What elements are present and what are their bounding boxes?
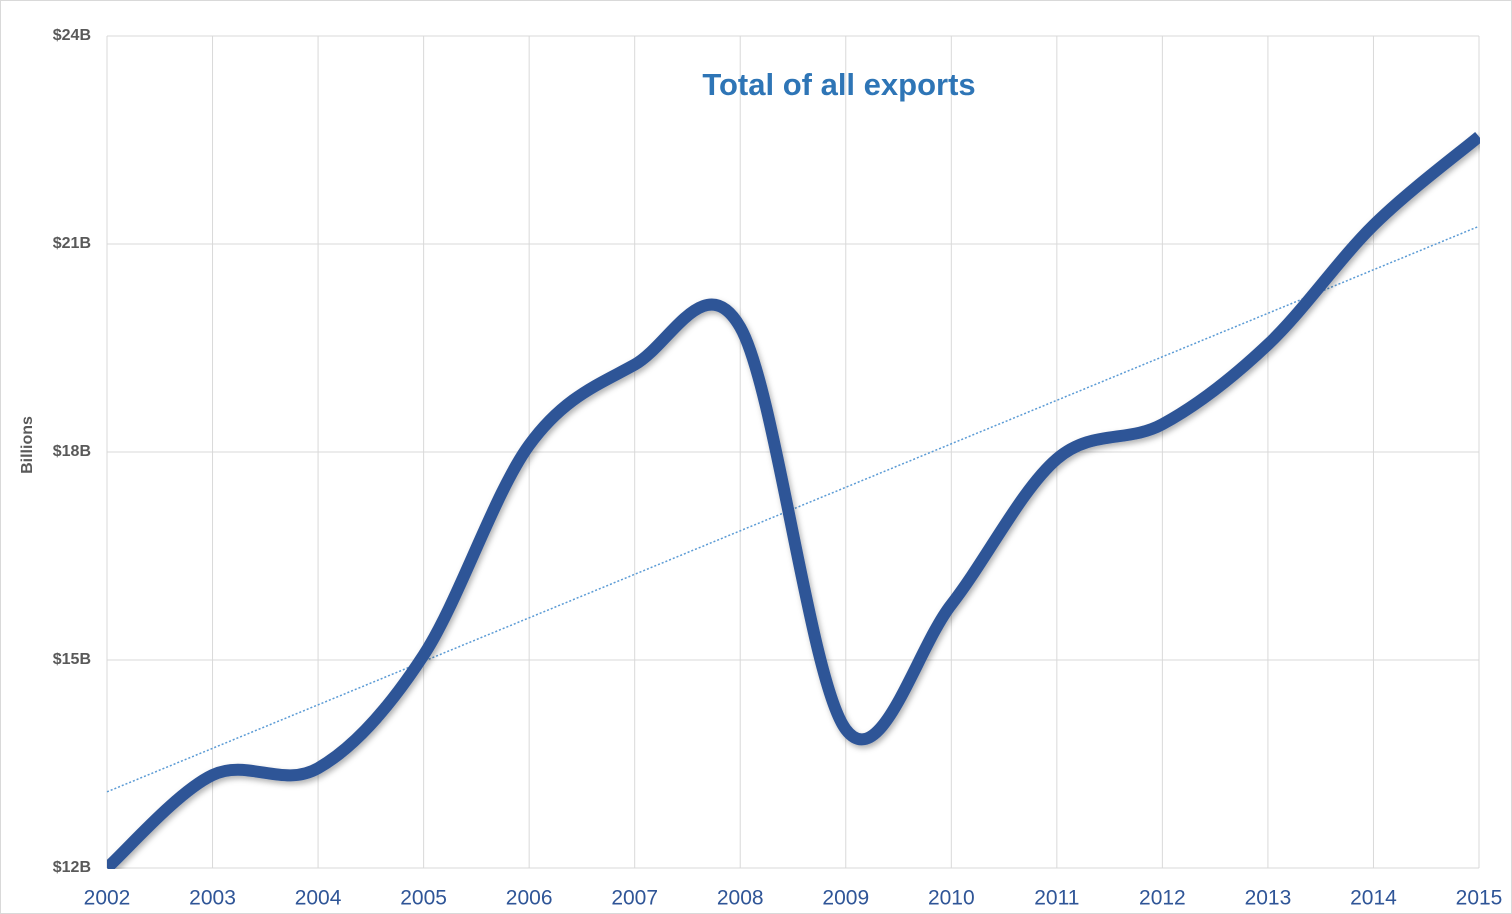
y-tick-label: $18B [53, 443, 91, 460]
y-tick-label: $12B [53, 859, 91, 876]
x-tick-label: 2013 [1245, 887, 1292, 910]
x-tick-label: 2014 [1350, 887, 1397, 910]
chart-title: Total of all exports [702, 67, 975, 102]
x-tick-label: 2002 [84, 887, 131, 910]
x-tick-label: 2012 [1139, 887, 1186, 910]
y-axis-label: Billions [19, 416, 36, 474]
x-tick-label: 2005 [400, 887, 447, 910]
x-tick-label: 2010 [928, 887, 975, 910]
y-tick-label: $15B [53, 651, 91, 668]
x-tick-label: 2003 [189, 887, 236, 910]
x-tick-label: 2004 [295, 887, 342, 910]
x-tick-label: 2011 [1034, 887, 1079, 910]
x-tick-label: 2008 [717, 887, 764, 910]
y-tick-label: $21B [53, 235, 91, 252]
y-tick-label: $24B [53, 27, 91, 44]
data-line [107, 131, 1480, 869]
x-tick-label: 2015 [1456, 887, 1503, 910]
x-tick-label: 2007 [611, 887, 658, 910]
x-tick-label: 2009 [822, 887, 869, 910]
x-tick-label: 2006 [506, 887, 553, 910]
